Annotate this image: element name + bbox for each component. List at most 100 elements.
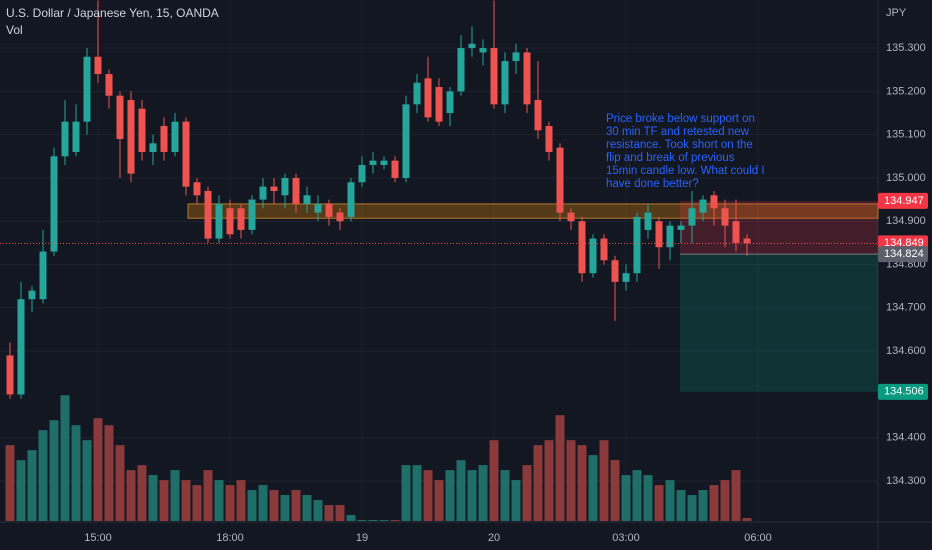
volume-bar [654,485,664,521]
volume-bar [555,415,565,521]
candle-body [666,225,674,248]
volume-bar [709,485,719,521]
y-tick-label: 134.900 [886,215,926,227]
candle-body [743,238,751,244]
candle-body [215,203,223,239]
annotation-line: Price broke below support on [606,113,755,125]
chart-title: U.S. Dollar / Japanese Yen, 15, OANDA [6,6,219,20]
volume-bar [269,490,279,521]
candle-body [688,208,696,226]
volume-bar [720,480,730,521]
x-tick-label: 03:00 [612,532,640,544]
candle-body [567,212,575,222]
candle-body [732,221,740,243]
volume-bar [214,480,224,521]
volume-bar [478,465,488,521]
volume-bar [643,475,653,521]
candle-body [699,199,707,213]
volume-bar [621,475,631,521]
volume-bar [522,465,532,521]
volume-bar [181,480,191,521]
candle-body [457,48,465,92]
volume-bar [357,520,367,521]
volume-bar [5,445,15,521]
entry-price-tag: 134.824 [884,248,924,260]
candle-body [677,225,685,230]
volume-bar [148,475,158,521]
volume-bar [599,440,609,521]
candle-body [138,108,146,152]
volume-bar [104,425,114,521]
volume-bar [126,470,136,521]
volume-bar [566,440,576,521]
volume-bar [82,440,92,521]
candle-body [6,355,14,395]
candle-body [358,164,366,183]
candle-body [182,121,190,187]
candle-body [633,216,641,274]
volume-bar [511,480,521,521]
candle-body [545,125,553,152]
candle-body [644,212,652,230]
y-tick-label: 135.100 [886,129,926,141]
candle-body [237,208,245,230]
candle-body [468,43,476,49]
x-tick-label: 06:00 [744,532,772,544]
candle-body [556,147,564,213]
volume-bar [423,470,433,521]
candle-body [402,104,410,178]
volume-bar [698,490,708,521]
volume-bar [38,430,48,521]
candle-body [94,56,102,75]
target-price-tag-bg [878,383,928,400]
candle-body [204,190,212,239]
annotation-line: 30 min TF and retested new [606,126,750,138]
candle-body [391,160,399,178]
candle-body [28,290,36,300]
candle-body [160,125,168,152]
volume-bar [632,470,642,521]
target-zone [680,254,878,392]
volume-bar [731,470,741,521]
volume-bar [60,395,70,521]
volume-bar [687,495,697,521]
candle-body [622,273,630,282]
target-price-tag: 134.506 [884,386,924,398]
candle-body [446,91,454,114]
volume-bar [533,445,543,521]
candle-body [534,100,542,131]
volume-bar [335,505,345,521]
candle-body [325,203,333,217]
candle-body [369,160,377,165]
volume-bar [665,480,675,521]
annotation-line: 15min candle low. What could I [606,165,765,177]
y-tick-label: 134.700 [886,302,926,314]
candle-body [578,221,586,274]
candle-body [259,186,267,200]
volume-bar [742,518,752,521]
volume-bar [577,445,587,521]
volume-bar [368,520,378,521]
volume-bar [302,495,312,521]
volume-bar [313,500,323,521]
candle-body [248,199,256,230]
candle-body [710,195,718,209]
volume-bar [93,418,103,521]
candle-body [303,195,311,204]
volume-bar [390,520,400,521]
candle-body [292,177,300,204]
candle-body [611,260,619,282]
annotation-line: flip and break of previous [606,152,735,164]
candle-body [512,52,520,62]
candle-body [479,48,487,53]
volume-bar [170,470,180,521]
y-tick-label: 134.300 [886,475,926,487]
volume-bar [544,440,554,521]
candle-body [105,74,113,96]
volume-bar [588,455,598,521]
candle-body [314,203,322,213]
volume-bar [49,420,59,521]
candle-body [281,177,289,196]
x-tick-label: 15:00 [84,532,112,544]
candle-body [523,52,531,105]
